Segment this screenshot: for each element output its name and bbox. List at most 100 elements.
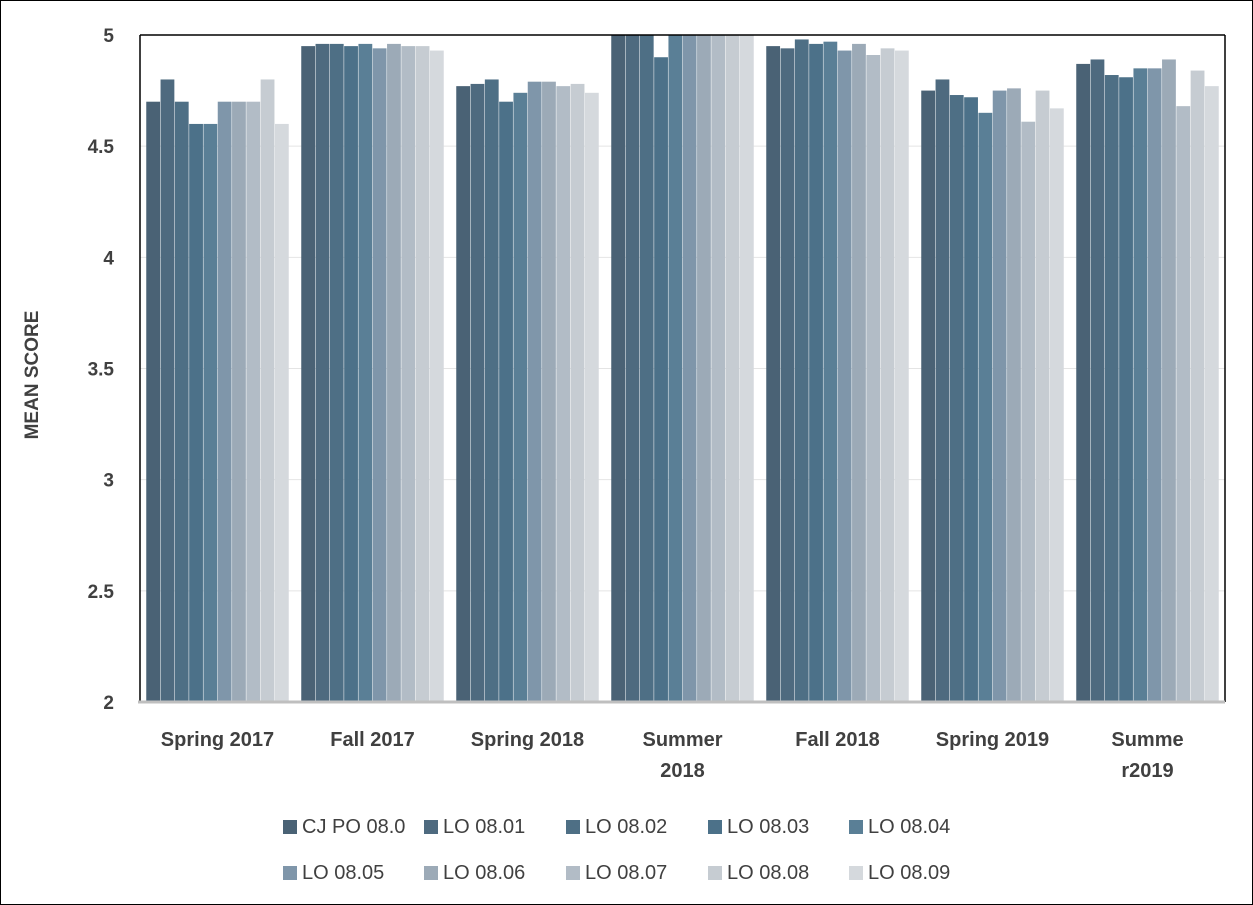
bar [1162, 59, 1176, 702]
bar [301, 46, 316, 703]
bar [1076, 63, 1091, 703]
legend-swatch [424, 866, 438, 880]
bar [401, 46, 416, 703]
y-tick-label: 4.5 [88, 137, 115, 158]
x-category-label: r2019 [1121, 760, 1173, 782]
bar [1007, 88, 1021, 703]
x-category-label: 2018 [660, 760, 705, 782]
bar [246, 101, 261, 702]
bar [625, 35, 640, 702]
bar [654, 57, 668, 702]
bar [935, 79, 950, 702]
bar [766, 46, 781, 703]
legend-swatch [566, 866, 580, 880]
bar [978, 112, 993, 703]
legend: CJ PO 08.0 LO 08.01 LO 08.02 LO 08.03 LO 08.… [283, 816, 950, 884]
bar [697, 35, 711, 702]
bar [189, 123, 203, 702]
y-tick-label: 5 [103, 26, 114, 47]
bar [1021, 121, 1036, 702]
y-axis-label: MEAN SCORE [22, 311, 43, 440]
x-category-label: Fall 2017 [330, 729, 415, 751]
bar [639, 35, 654, 702]
bar [1049, 108, 1064, 703]
bar [470, 83, 485, 702]
bar [456, 86, 471, 703]
legend-label: LO 08.01 [443, 816, 525, 838]
bar [611, 35, 626, 702]
bar [1176, 106, 1191, 702]
x-category-label: Spring 2017 [161, 729, 274, 751]
legend-swatch [849, 820, 863, 834]
legend-label: LO 08.07 [585, 862, 667, 884]
bar [146, 101, 161, 702]
bar [668, 35, 683, 702]
bar [794, 39, 809, 703]
bar [1190, 70, 1205, 702]
bar [174, 101, 189, 702]
bar [823, 41, 838, 703]
legend-label: LO 08.06 [443, 862, 525, 884]
bar [1119, 77, 1133, 702]
bar [429, 50, 444, 702]
y-tick-label: 2.5 [88, 582, 115, 603]
bar [1147, 68, 1162, 703]
bar [992, 90, 1007, 703]
bar [527, 81, 542, 702]
legend-swatch [283, 820, 297, 834]
bar [921, 90, 936, 703]
bar [556, 86, 571, 703]
bar [1204, 86, 1219, 703]
bar [1035, 90, 1050, 703]
x-category-label: Summer [642, 729, 722, 751]
bar [682, 35, 697, 702]
bar [809, 43, 823, 703]
bar [232, 101, 246, 702]
bar [513, 92, 528, 703]
x-category-label: Summe [1111, 729, 1183, 751]
bar [964, 97, 978, 702]
axes: 2 2.5 3 3.5 4 4.5 5 Spring 2017 Fall 2017 Spring … [88, 26, 1226, 782]
bar [315, 43, 330, 703]
bar [484, 79, 499, 702]
y-tick-label: 3 [103, 471, 114, 492]
legend-label: LO 08.04 [868, 816, 950, 838]
bar [203, 123, 218, 702]
bar [1133, 68, 1148, 703]
bar [584, 92, 599, 703]
bar [866, 55, 881, 702]
bar [344, 46, 358, 703]
x-category-label: Spring 2019 [936, 729, 1049, 751]
bar [329, 43, 344, 703]
bar [387, 43, 401, 703]
bar [852, 43, 866, 703]
bar [780, 48, 795, 702]
bar [739, 35, 754, 702]
legend-label: LO 08.08 [727, 862, 809, 884]
bar [570, 83, 585, 702]
bar [725, 35, 740, 702]
bar [415, 46, 430, 703]
bar [274, 123, 289, 702]
bar [1104, 75, 1119, 702]
bar [160, 79, 175, 702]
bar [880, 48, 895, 702]
bar [949, 95, 964, 702]
y-tick-label: 3.5 [88, 360, 115, 381]
bar [894, 50, 909, 702]
bar [499, 101, 513, 702]
y-tick-label: 2 [103, 693, 114, 714]
bar [542, 81, 556, 702]
legend-swatch [708, 866, 722, 880]
legend-label: LO 08.05 [302, 862, 384, 884]
legend-swatch [566, 820, 580, 834]
legend-swatch [708, 820, 722, 834]
x-category-label: Spring 2018 [471, 729, 584, 751]
bar [372, 48, 387, 702]
bar [358, 43, 373, 703]
bar [260, 79, 275, 702]
bars [146, 35, 1219, 703]
bar [1090, 59, 1105, 702]
legend-swatch [283, 866, 297, 880]
